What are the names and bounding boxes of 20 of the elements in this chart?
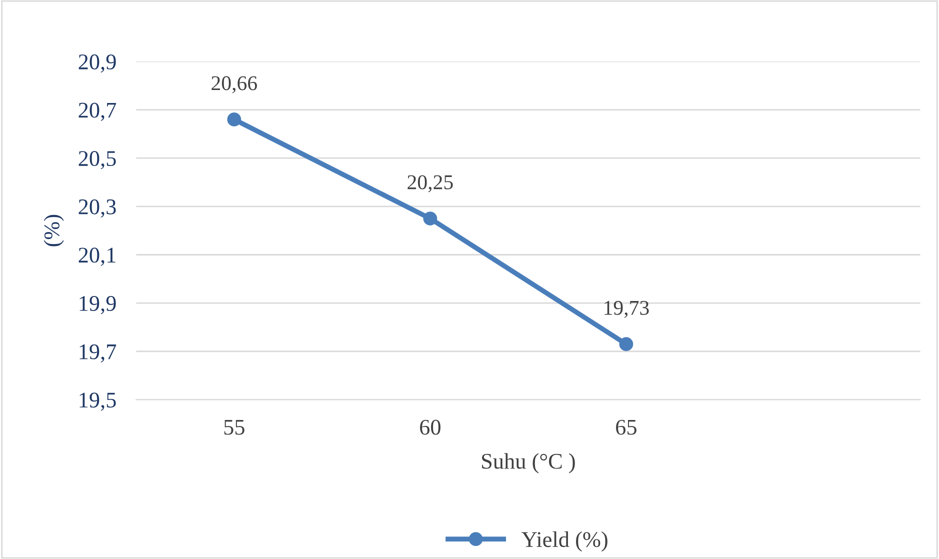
y-tick-label: 19,7 [80,344,116,362]
y-tick-label: 20,3 [78,199,116,218]
y-axis-title: (%) [44,214,64,246]
x-axis-title: Suhu (°C ) [482,453,575,474]
data-label: 19,73 [604,300,649,318]
legend-label: Yield (%) [522,531,608,552]
point [423,212,438,226]
x-tick-label: 60 [420,420,440,435]
data-label: 20,66 [212,76,257,94]
data-label: 20,25 [408,175,453,192]
point [619,337,634,352]
x-tick-label: 55 [224,420,244,435]
y-tick-label: 20,9 [78,54,116,73]
y-tick-label: 20,5 [78,151,116,170]
y-tick-label: 20,7 [78,102,116,121]
x-tick-label: 65 [616,420,636,435]
y-tick-label: 20,1 [78,248,116,266]
y-tick-label: 19,5 [80,392,116,411]
y-tick-label: 19,9 [80,296,116,314]
point [227,112,242,126]
